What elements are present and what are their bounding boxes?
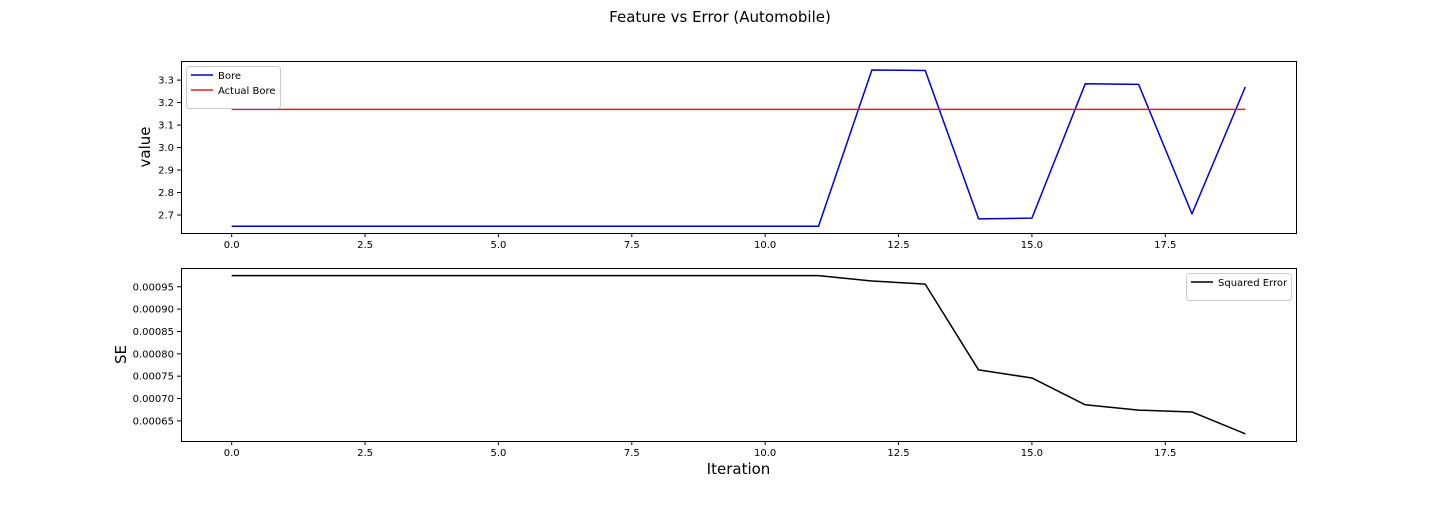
x-tick-label: 17.5 <box>1154 240 1176 251</box>
x-tick-label: 2.5 <box>357 448 373 459</box>
x-tick-label: 0.0 <box>224 448 240 459</box>
legend-label: Bore <box>218 71 241 82</box>
y-tick-label: 0.00075 <box>133 372 174 383</box>
figure-title: Feature vs Error (Automobile) <box>609 8 831 26</box>
y-tick-label: 3.0 <box>158 143 174 154</box>
axes-frame <box>181 61 1297 234</box>
axes-frame <box>181 268 1297 442</box>
y-tick-label: 0.00065 <box>133 416 174 427</box>
legend-box <box>186 66 281 109</box>
series-line-1 <box>231 69 1247 227</box>
x-tick-label: 7.5 <box>624 240 640 251</box>
subplot-1: 0.0 2.5 5.0 7.5 10.0 12.5 15.0 17.5 2.7 2.8 2.9 3.0… <box>136 61 1297 251</box>
x-tick-label: 5.0 <box>490 448 506 459</box>
y-tick-label: 0.00085 <box>133 327 174 338</box>
x-tick-label: 10.0 <box>754 240 776 251</box>
series-line-1 <box>231 274 1246 435</box>
y-tick-label: 3.3 <box>158 76 174 87</box>
y-tick-label: 0.00070 <box>133 394 174 405</box>
subplot-2: 0.0 2.5 5.0 7.5 10.0 12.5 15.0 17.5 0.00065 0.000… <box>112 268 1297 478</box>
x-tick-label: 15.0 <box>1021 448 1043 459</box>
x-tick-label: 12.5 <box>887 448 909 459</box>
x-tick-label: 7.5 <box>624 448 640 459</box>
x-tick-label: 0.0 <box>224 240 240 251</box>
x-tick-label: 2.5 <box>357 240 373 251</box>
legend-box <box>1186 273 1292 301</box>
y-tick-label: 0.00080 <box>133 349 174 360</box>
y-axis-label: SE <box>112 345 130 364</box>
y-tick-label: 2.9 <box>158 166 174 177</box>
legend: Squared Error <box>1186 273 1292 301</box>
legend: Bore Actual Bore <box>186 66 281 109</box>
x-tick-label: 15.0 <box>1021 240 1043 251</box>
y-tick-label: 2.8 <box>158 188 174 199</box>
x-tick-label: 5.0 <box>490 240 506 251</box>
y-axis-label: value <box>136 127 154 168</box>
x-tick-label: 10.0 <box>754 448 776 459</box>
x-tick-label: 12.5 <box>887 240 909 251</box>
legend-label: Squared Error <box>1218 278 1288 289</box>
x-axis-label: Iteration <box>707 460 771 478</box>
y-tick-label: 2.7 <box>158 211 174 222</box>
y-tick-label: 3.2 <box>158 98 174 109</box>
x-tick-label: 17.5 <box>1154 448 1176 459</box>
y-tick-label: 3.1 <box>158 121 174 132</box>
legend-label: Actual Bore <box>218 86 276 97</box>
y-tick-label: 0.00095 <box>133 282 174 293</box>
y-tick-label: 0.00090 <box>133 305 174 316</box>
